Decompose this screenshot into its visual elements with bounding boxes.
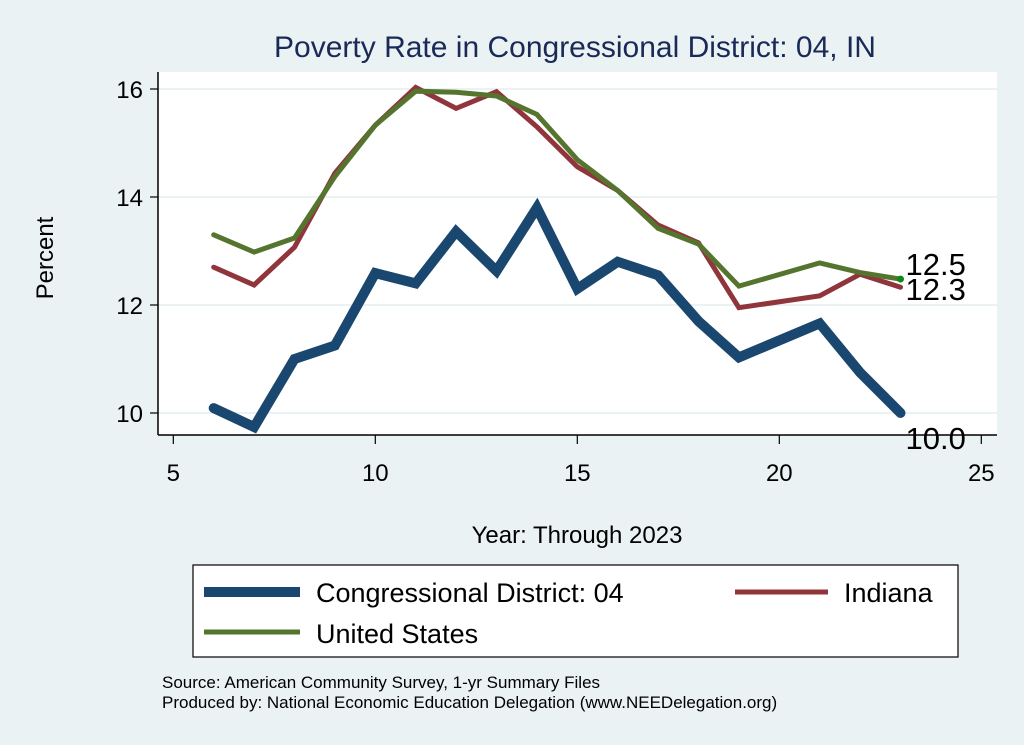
end-label-district: 10.0 bbox=[906, 421, 966, 456]
x-axis-ticks: 5 10 15 20 25 bbox=[167, 435, 995, 487]
x-tick-label: 25 bbox=[968, 460, 995, 487]
chart-title: Poverty Rate in Congressional District: … bbox=[274, 31, 876, 64]
legend-label-indiana: Indiana bbox=[844, 578, 934, 608]
y-tick-label: 14 bbox=[116, 185, 143, 212]
legend: Congressional District: 04 Indiana Unite… bbox=[192, 564, 959, 658]
y-tick-label: 12 bbox=[116, 293, 143, 320]
legend-label-united-states: United States bbox=[316, 619, 478, 649]
legend-box bbox=[192, 564, 959, 658]
y-axis-title: Percent bbox=[32, 216, 59, 299]
y-tick-label: 16 bbox=[116, 77, 143, 104]
end-marker-united-states bbox=[897, 275, 904, 283]
end-label-united-states: 12.5 bbox=[906, 247, 966, 282]
gridlines bbox=[158, 88, 997, 414]
x-tick-label: 15 bbox=[564, 460, 591, 487]
y-tick-label: 10 bbox=[116, 401, 143, 428]
end-label-indiana: 12.3 bbox=[906, 272, 966, 307]
x-tick-label: 5 bbox=[167, 460, 180, 487]
x-tick-label: 10 bbox=[362, 460, 389, 487]
series-layer bbox=[208, 84, 906, 434]
legend-label-district: Congressional District: 04 bbox=[316, 578, 624, 608]
series-line-district bbox=[208, 197, 906, 434]
y-axis-ticks: 10 12 14 16 bbox=[116, 77, 158, 428]
x-tick-label: 20 bbox=[766, 460, 793, 487]
producer-note: Produced by: National Economic Education… bbox=[162, 693, 777, 712]
x-axis-title: Year: Through 2023 bbox=[472, 522, 683, 549]
series-line-united-states bbox=[211, 88, 903, 289]
source-note: Source: American Community Survey, 1-yr … bbox=[162, 673, 600, 692]
